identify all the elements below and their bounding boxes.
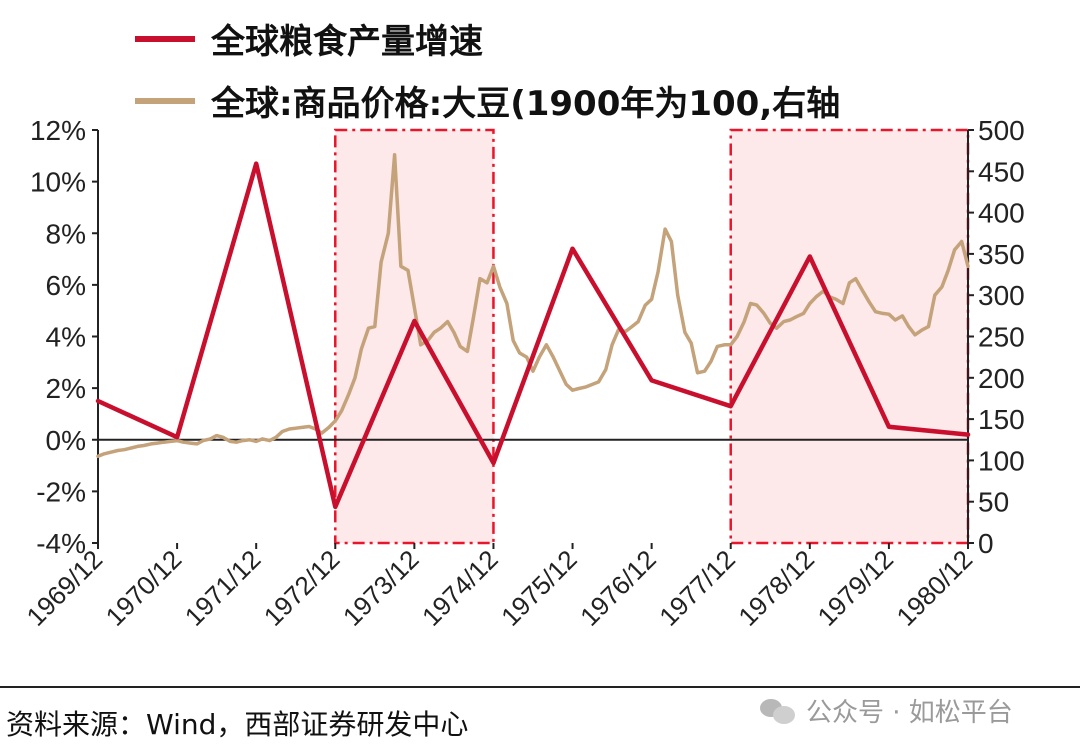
watermark-text: 公众号 · 如松平台 bbox=[806, 698, 1013, 728]
left-tick-label: 10% bbox=[30, 167, 86, 198]
right-tick-label: 450 bbox=[978, 156, 1025, 187]
right-tick-label: 150 bbox=[978, 404, 1025, 435]
wechat-icon bbox=[760, 697, 796, 725]
legend-label: 全球:商品价格:大豆(1900年为100,右轴 bbox=[211, 84, 841, 124]
left-tick-label: 0% bbox=[46, 425, 86, 456]
x-tick-label: 1972/12 bbox=[258, 544, 346, 632]
footer-divider bbox=[0, 686, 1080, 688]
x-tick-label: 1974/12 bbox=[416, 544, 504, 632]
legend-item-production-growth: 全球粮食产量增速 bbox=[135, 14, 483, 63]
x-tick-label: 1979/12 bbox=[811, 544, 899, 632]
right-tick-label: 300 bbox=[978, 280, 1025, 311]
right-tick-label: 0 bbox=[978, 528, 994, 559]
legend-label: 全球粮食产量增速 bbox=[211, 22, 483, 62]
chart-svg: 12%10%8%6%4%2%0%-2%-4% 50045040035030025… bbox=[21, 115, 1025, 632]
left-tick-label: 6% bbox=[46, 270, 86, 301]
left-tick-label: 2% bbox=[46, 373, 86, 404]
source-note: 资料来源：Wind，西部证券研发中心 bbox=[6, 708, 469, 741]
left-tick-label: -4% bbox=[36, 528, 86, 559]
left-tick-label: 12% bbox=[30, 115, 86, 146]
right-tick-label: 250 bbox=[978, 322, 1025, 353]
x-tick-label: 1980/12 bbox=[891, 544, 979, 632]
legend-item-soybean-price: 全球:商品价格:大豆(1900年为100,右轴 bbox=[135, 76, 840, 125]
left-tick-label: -2% bbox=[36, 476, 86, 507]
x-tick-label: 1977/12 bbox=[653, 544, 741, 632]
watermark: 公众号 · 如松平台 bbox=[760, 692, 1013, 729]
x-tick-label: 1978/12 bbox=[732, 544, 820, 632]
right-tick-label: 350 bbox=[978, 239, 1025, 270]
right-tick-label: 200 bbox=[978, 363, 1025, 394]
series-layer bbox=[95, 153, 971, 510]
shaded-range-0 bbox=[334, 128, 495, 545]
left-axis-ticks: 12% 10% 8% 6% 4% 2% 0% -2% -4% bbox=[30, 115, 98, 559]
series-line-soybean-price bbox=[96, 153, 970, 459]
right-tick-label: 50 bbox=[978, 487, 1009, 518]
right-tick-label: 400 bbox=[978, 198, 1025, 229]
left-tick-label: 8% bbox=[46, 218, 86, 249]
x-tick-label: 1973/12 bbox=[337, 544, 425, 632]
legend-swatch-red bbox=[135, 35, 195, 42]
right-tick-label: 100 bbox=[978, 445, 1025, 476]
x-tick-label: 1970/12 bbox=[100, 544, 188, 632]
series-line-production-growth bbox=[95, 161, 971, 510]
x-tick-label: 1976/12 bbox=[574, 544, 662, 632]
right-tick-label: 500 bbox=[978, 115, 1025, 146]
x-tick-label: 1975/12 bbox=[495, 544, 583, 632]
x-axis-ticks: 1969/121970/121971/121972/121973/121974/… bbox=[21, 543, 979, 632]
legend-swatch-tan bbox=[135, 97, 195, 104]
left-tick-label: 4% bbox=[46, 322, 86, 353]
x-tick-label: 1971/12 bbox=[179, 544, 267, 632]
